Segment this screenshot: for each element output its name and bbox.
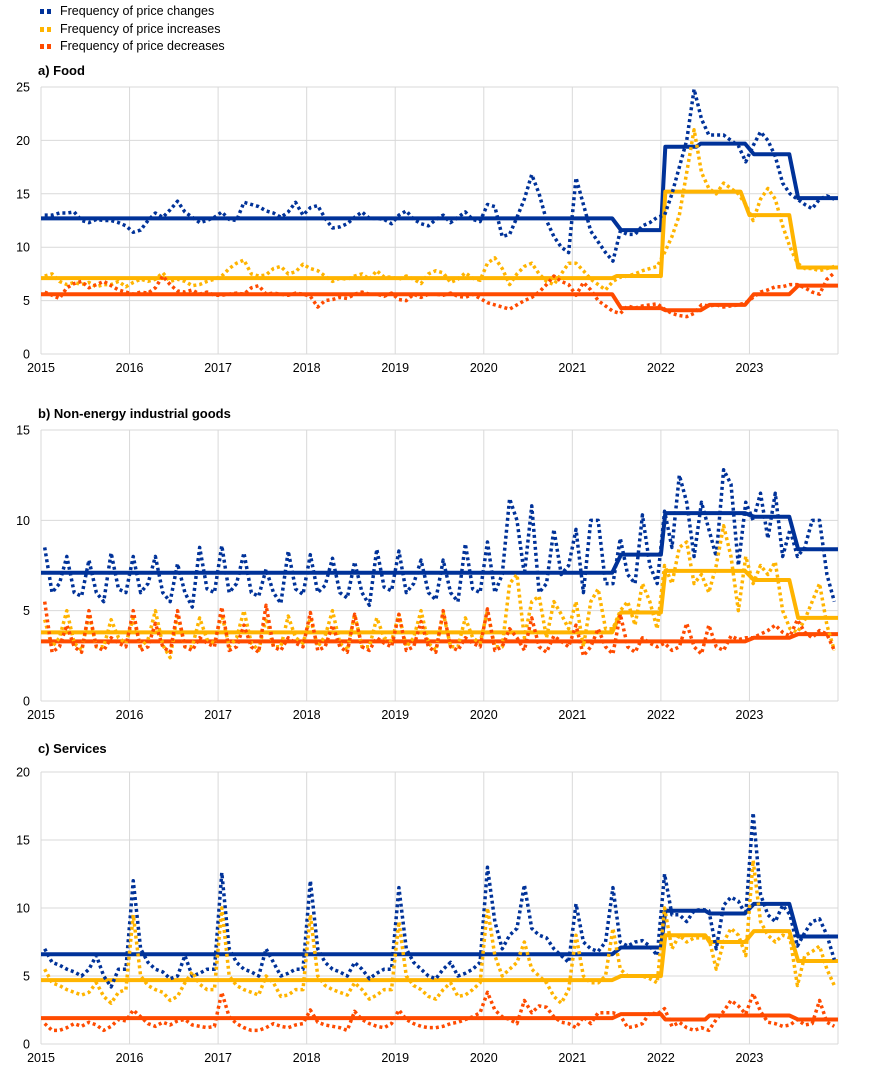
x-tick-label: 2023 <box>736 361 764 375</box>
x-tick-label: 2017 <box>204 361 232 375</box>
x-tick-label: 2015 <box>27 708 55 722</box>
y-tick-label: 5 <box>23 294 30 308</box>
x-tick-label: 2020 <box>470 1051 498 1065</box>
legend-label: Frequency of price increases <box>60 21 221 36</box>
y-tick-label: 10 <box>16 902 30 916</box>
x-tick-label: 2016 <box>116 1051 144 1065</box>
x-tick-label: 2016 <box>116 708 144 722</box>
panel-title: c) Services <box>38 741 107 756</box>
series-line-dotted <box>42 467 836 609</box>
dotted-blue-swatch-icon <box>40 9 52 15</box>
dotted-orange-swatch-icon <box>40 44 52 50</box>
x-tick-label: 2019 <box>381 708 409 722</box>
x-tick-label: 2022 <box>647 361 675 375</box>
series-line-dotted <box>42 601 836 658</box>
x-tick-label: 2021 <box>558 1051 586 1065</box>
x-tick-label: 2017 <box>204 1051 232 1065</box>
x-tick-label: 2016 <box>116 361 144 375</box>
panel-title: a) Food <box>38 63 85 78</box>
x-tick-label: 2020 <box>470 708 498 722</box>
series-line-dotted <box>43 990 836 1033</box>
series-line-dotted <box>44 87 836 263</box>
x-tick-label: 2018 <box>293 708 321 722</box>
series-line-dotted <box>44 127 835 292</box>
series-line-dotted <box>43 271 836 319</box>
dotted-yellow-swatch-icon <box>40 26 52 32</box>
x-tick-label: 2021 <box>558 708 586 722</box>
y-tick-label: 0 <box>23 1038 30 1052</box>
y-tick-label: 5 <box>23 970 30 984</box>
legend-item-changes: Frequency of price changes <box>40 3 225 21</box>
y-tick-label: 5 <box>23 604 30 618</box>
panel-title: b) Non-energy industrial goods <box>38 406 231 421</box>
x-tick-label: 2017 <box>204 708 232 722</box>
y-tick-label: 15 <box>16 834 30 848</box>
y-tick-label: 15 <box>16 187 30 201</box>
series-line-step <box>41 568 838 635</box>
y-tick-label: 20 <box>16 134 30 148</box>
x-tick-label: 2019 <box>381 361 409 375</box>
series-line-step <box>41 189 838 281</box>
legend-item-decreases: Frequency of price decreases <box>40 38 225 56</box>
y-tick-label: 10 <box>16 241 30 255</box>
y-tick-label: 0 <box>23 348 30 362</box>
y-tick-label: 0 <box>23 695 30 709</box>
series-line-dotted <box>43 858 836 1005</box>
chart-panel-1: b) Non-energy industrial goods 0 5 10 15 2015… <box>16 406 839 722</box>
legend: Frequency of price changes Frequency of … <box>40 3 225 56</box>
series-line-step <box>41 283 838 313</box>
series-line-step <box>41 1012 838 1022</box>
x-tick-label: 2021 <box>558 361 586 375</box>
chart-panel-0: a) Food 0 5 10 15 20 25 2015 2016 2017 2018 2019 202… <box>16 63 839 375</box>
y-tick-label: 15 <box>16 424 30 438</box>
y-tick-label: 25 <box>16 81 30 95</box>
y-tick-label: 10 <box>16 514 30 528</box>
legend-item-increases: Frequency of price increases <box>40 21 225 39</box>
x-tick-label: 2023 <box>736 708 764 722</box>
series-line-dotted <box>43 811 836 989</box>
chart-panel-2: c) Services 0 5 10 15 20 2015 2016 2017 2018 2019 2… <box>16 741 839 1065</box>
series-line-step <box>41 901 838 957</box>
x-tick-label: 2018 <box>293 1051 321 1065</box>
legend-label: Frequency of price decreases <box>60 39 225 53</box>
x-tick-label: 2022 <box>647 1051 675 1065</box>
legend-label: Frequency of price changes <box>60 4 215 18</box>
x-tick-label: 2019 <box>381 1051 409 1065</box>
y-tick-label: 20 <box>16 766 30 780</box>
x-tick-label: 2018 <box>293 361 321 375</box>
x-tick-label: 2022 <box>647 708 675 722</box>
x-tick-label: 2023 <box>736 1051 764 1065</box>
x-tick-label: 2015 <box>27 361 55 375</box>
x-tick-label: 2015 <box>27 1051 55 1065</box>
x-tick-label: 2020 <box>470 361 498 375</box>
